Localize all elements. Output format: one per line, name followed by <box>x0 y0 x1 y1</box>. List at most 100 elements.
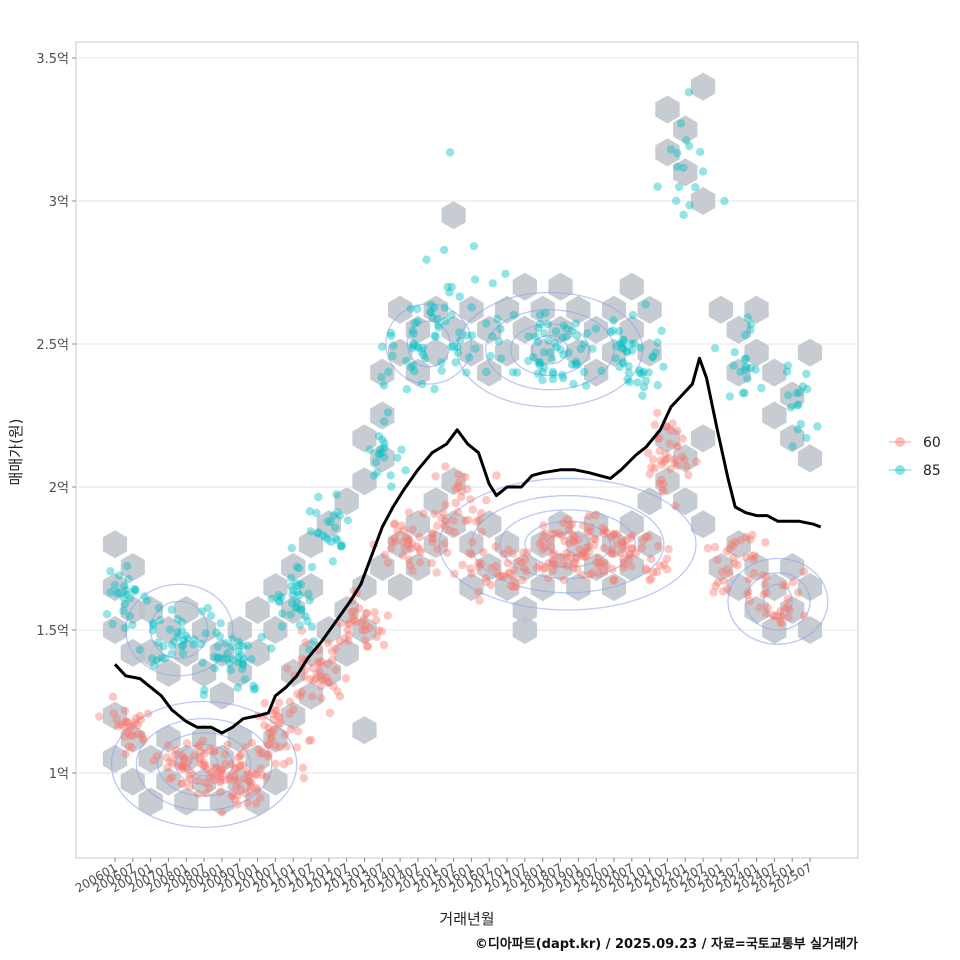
data-point-85 <box>226 666 235 675</box>
data-point-60 <box>270 725 279 734</box>
data-point-60 <box>784 613 793 622</box>
data-point-85 <box>636 343 645 352</box>
data-point-60 <box>198 736 208 745</box>
data-point-60 <box>487 563 496 573</box>
data-point-60 <box>588 568 597 577</box>
data-point-60 <box>599 558 608 567</box>
data-point-60 <box>546 542 556 552</box>
data-point-60 <box>233 753 243 762</box>
data-point-85 <box>729 361 738 370</box>
data-point-85 <box>214 653 223 662</box>
data-point-60 <box>122 728 132 737</box>
data-point-60 <box>472 517 481 526</box>
data-point-85 <box>426 308 435 317</box>
data-point-60 <box>592 558 601 567</box>
data-point-60 <box>387 537 396 546</box>
hexbin-cell <box>477 553 502 582</box>
data-point-85 <box>408 326 417 335</box>
data-point-85 <box>426 307 435 317</box>
data-point-60 <box>608 548 617 558</box>
data-point-60 <box>709 588 718 597</box>
data-point-60 <box>761 538 770 547</box>
data-point-60 <box>670 455 680 464</box>
data-point-60 <box>323 638 333 648</box>
data-point-85 <box>583 329 592 338</box>
data-point-85 <box>337 542 346 551</box>
data-point-60 <box>453 507 463 517</box>
data-point-60 <box>655 434 664 443</box>
hexbin-cell <box>245 638 270 667</box>
data-point-85 <box>740 354 750 364</box>
data-point-60 <box>594 569 604 579</box>
data-point-85 <box>120 599 130 609</box>
data-point-60 <box>671 501 680 511</box>
data-point-60 <box>428 529 437 538</box>
data-point-60 <box>279 759 289 769</box>
data-point-85 <box>102 610 112 619</box>
data-point-85 <box>641 300 650 309</box>
data-point-85 <box>295 590 304 600</box>
data-point-60 <box>179 762 189 771</box>
data-point-60 <box>331 665 340 675</box>
data-point-85 <box>550 338 560 347</box>
hexbin-cell <box>245 596 270 624</box>
data-point-85 <box>482 367 491 377</box>
data-point-60 <box>184 771 194 780</box>
data-point-85 <box>238 664 247 674</box>
data-point-60 <box>251 799 261 808</box>
data-point-85 <box>228 655 238 664</box>
data-point-60 <box>762 588 771 598</box>
data-point-85 <box>234 637 243 646</box>
hexbin-cell <box>744 338 769 367</box>
data-point-60 <box>663 565 672 574</box>
data-point-85 <box>618 339 628 348</box>
data-point-60 <box>710 542 720 552</box>
data-point-60 <box>684 470 693 480</box>
data-point-60 <box>565 538 574 548</box>
data-point-60 <box>725 569 734 578</box>
hexbin-cell <box>566 295 591 324</box>
hexbin-cell <box>298 681 324 710</box>
hexbin-cell <box>726 315 751 344</box>
data-point-60 <box>251 770 260 780</box>
data-point-85 <box>535 360 544 370</box>
hexbin-cell <box>637 530 662 559</box>
data-point-60 <box>354 604 364 613</box>
data-point-85 <box>619 336 628 345</box>
data-point-60 <box>666 464 675 474</box>
data-point-85 <box>569 379 578 389</box>
data-point-60 <box>245 787 254 797</box>
data-point-60 <box>760 580 770 589</box>
data-point-60 <box>626 534 635 543</box>
data-point-60 <box>656 456 666 465</box>
hexbin-cell <box>762 358 787 387</box>
hexbin-cell <box>780 424 805 453</box>
data-point-60 <box>647 463 656 472</box>
data-point-60 <box>383 611 392 620</box>
data-point-85 <box>380 438 389 448</box>
data-point-60 <box>703 544 712 553</box>
data-point-60 <box>736 535 745 545</box>
data-point-85 <box>740 388 749 398</box>
data-point-60 <box>668 419 677 428</box>
data-point-60 <box>315 659 325 668</box>
data-point-60 <box>212 771 221 781</box>
data-point-85 <box>122 590 132 599</box>
data-point-85 <box>622 346 632 355</box>
data-point-85 <box>373 468 382 477</box>
hexbin-cell <box>530 573 555 602</box>
data-point-60 <box>477 509 486 518</box>
data-point-60 <box>211 763 221 772</box>
hexbin-cell <box>423 530 448 559</box>
data-point-85 <box>412 342 421 351</box>
data-point-60 <box>504 545 513 555</box>
data-point-85 <box>413 304 422 314</box>
data-point-60 <box>619 554 628 564</box>
data-point-85 <box>509 310 518 320</box>
data-point-60 <box>441 500 450 509</box>
data-point-60 <box>578 570 587 580</box>
data-point-85 <box>203 603 213 613</box>
data-point-85 <box>249 681 258 690</box>
data-point-60 <box>206 745 215 754</box>
